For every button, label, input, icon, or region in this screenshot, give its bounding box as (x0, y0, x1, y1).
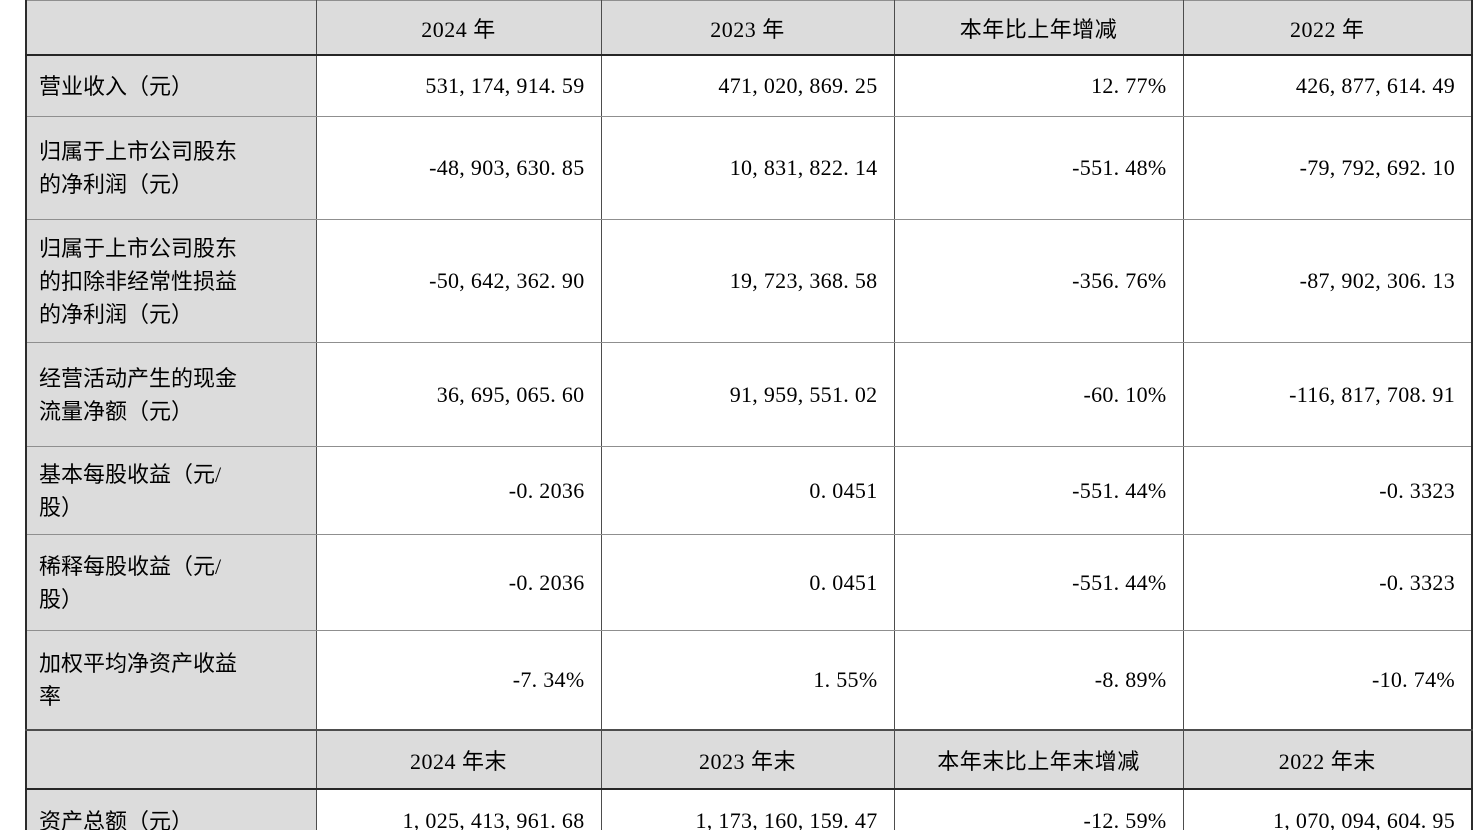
header-empty-cell (25, 729, 317, 790)
value-yoy-change: -551. 48% (893, 116, 1184, 220)
metric-label: 经营活动产生的现金 流量净额（元） (25, 342, 317, 447)
metric-label: 基本每股收益（元/ 股） (25, 446, 317, 535)
value-2024: 531, 174, 914. 59 (315, 54, 602, 117)
header-yearend-2022: 2022 年末 (1182, 729, 1473, 790)
value-2024: -50, 642, 362. 90 (315, 219, 602, 343)
value-2023: 471, 020, 869. 25 (600, 54, 895, 117)
financial-summary-table: 2024 年 2023 年 本年比上年增减 2022 年 营业收入（元） 531… (25, 0, 1473, 830)
row-operating-revenue: 营业收入（元） 531, 174, 914. 59 471, 020, 869.… (25, 54, 1473, 117)
value-2023: 91, 959, 551. 02 (600, 342, 895, 447)
row-operating-cash-flow: 经营活动产生的现金 流量净额（元） 36, 695, 065. 60 91, 9… (25, 342, 1473, 447)
header-year-2023: 2023 年 (600, 0, 895, 56)
value-yoy-change: -8. 89% (893, 630, 1184, 731)
value-yoy-change: -60. 10% (893, 342, 1184, 447)
metric-label: 归属于上市公司股东 的扣除非经常性损益 的净利润（元） (25, 219, 317, 343)
value-2022: 426, 877, 614. 49 (1182, 54, 1473, 117)
value-2024: -0. 2036 (315, 534, 602, 631)
header-year-2022: 2022 年 (1182, 0, 1473, 56)
value-2023: 0. 0451 (600, 534, 895, 631)
value-2024: 36, 695, 065. 60 (315, 342, 602, 447)
row-diluted-eps: 稀释每股收益（元/ 股） -0. 2036 0. 0451 -551. 44% … (25, 534, 1473, 631)
value-2022: -79, 792, 692. 10 (1182, 116, 1473, 220)
row-net-profit-excl-nonrecurring: 归属于上市公司股东 的扣除非经常性损益 的净利润（元） -50, 642, 36… (25, 219, 1473, 343)
header-yearend-2024: 2024 年末 (315, 729, 602, 790)
metric-label: 资产总额（元） (25, 788, 317, 830)
header-yearend-change: 本年末比上年末增减 (893, 729, 1184, 790)
value-2024: 1, 025, 413, 961. 68 (315, 788, 602, 830)
header-yoy-change: 本年比上年增减 (893, 0, 1184, 56)
value-2022: -0. 3323 (1182, 446, 1473, 535)
row-total-assets: 资产总额（元） 1, 025, 413, 961. 68 1, 173, 160… (25, 788, 1473, 830)
value-2023: 10, 831, 822. 14 (600, 116, 895, 220)
value-2022: -0. 3323 (1182, 534, 1473, 631)
value-2023: 1, 173, 160, 159. 47 (600, 788, 895, 830)
value-yoy-change: -551. 44% (893, 446, 1184, 535)
value-yoy-change: -356. 76% (893, 219, 1184, 343)
annual-header-row: 2024 年 2023 年 本年比上年增减 2022 年 (25, 0, 1473, 56)
value-2022: -87, 902, 306. 13 (1182, 219, 1473, 343)
value-yoy-change: -551. 44% (893, 534, 1184, 631)
value-yoy-change: 12. 77% (893, 54, 1184, 117)
row-net-profit-attributable: 归属于上市公司股东 的净利润（元） -48, 903, 630. 85 10, … (25, 116, 1473, 220)
value-2024: -0. 2036 (315, 446, 602, 535)
value-2024: -7. 34% (315, 630, 602, 731)
year-end-header-row: 2024 年末 2023 年末 本年末比上年末增减 2022 年末 (25, 729, 1473, 790)
header-year-2024: 2024 年 (315, 0, 602, 56)
value-2023: 19, 723, 368. 58 (600, 219, 895, 343)
metric-label: 稀释每股收益（元/ 股） (25, 534, 317, 631)
metric-label: 营业收入（元） (25, 54, 317, 117)
value-2022: -116, 817, 708. 91 (1182, 342, 1473, 447)
row-basic-eps: 基本每股收益（元/ 股） -0. 2036 0. 0451 -551. 44% … (25, 446, 1473, 535)
value-2022: -10. 74% (1182, 630, 1473, 731)
header-yearend-2023: 2023 年末 (600, 729, 895, 790)
value-2023: 0. 0451 (600, 446, 895, 535)
metric-label: 归属于上市公司股东 的净利润（元） (25, 116, 317, 220)
row-weighted-avg-roe: 加权平均净资产收益 率 -7. 34% 1. 55% -8. 89% -10. … (25, 630, 1473, 731)
header-empty-cell (25, 0, 317, 56)
value-yoy-change: -12. 59% (893, 788, 1184, 830)
value-2023: 1. 55% (600, 630, 895, 731)
metric-label: 加权平均净资产收益 率 (25, 630, 317, 731)
value-2022: 1, 070, 094, 604. 95 (1182, 788, 1473, 830)
value-2024: -48, 903, 630. 85 (315, 116, 602, 220)
